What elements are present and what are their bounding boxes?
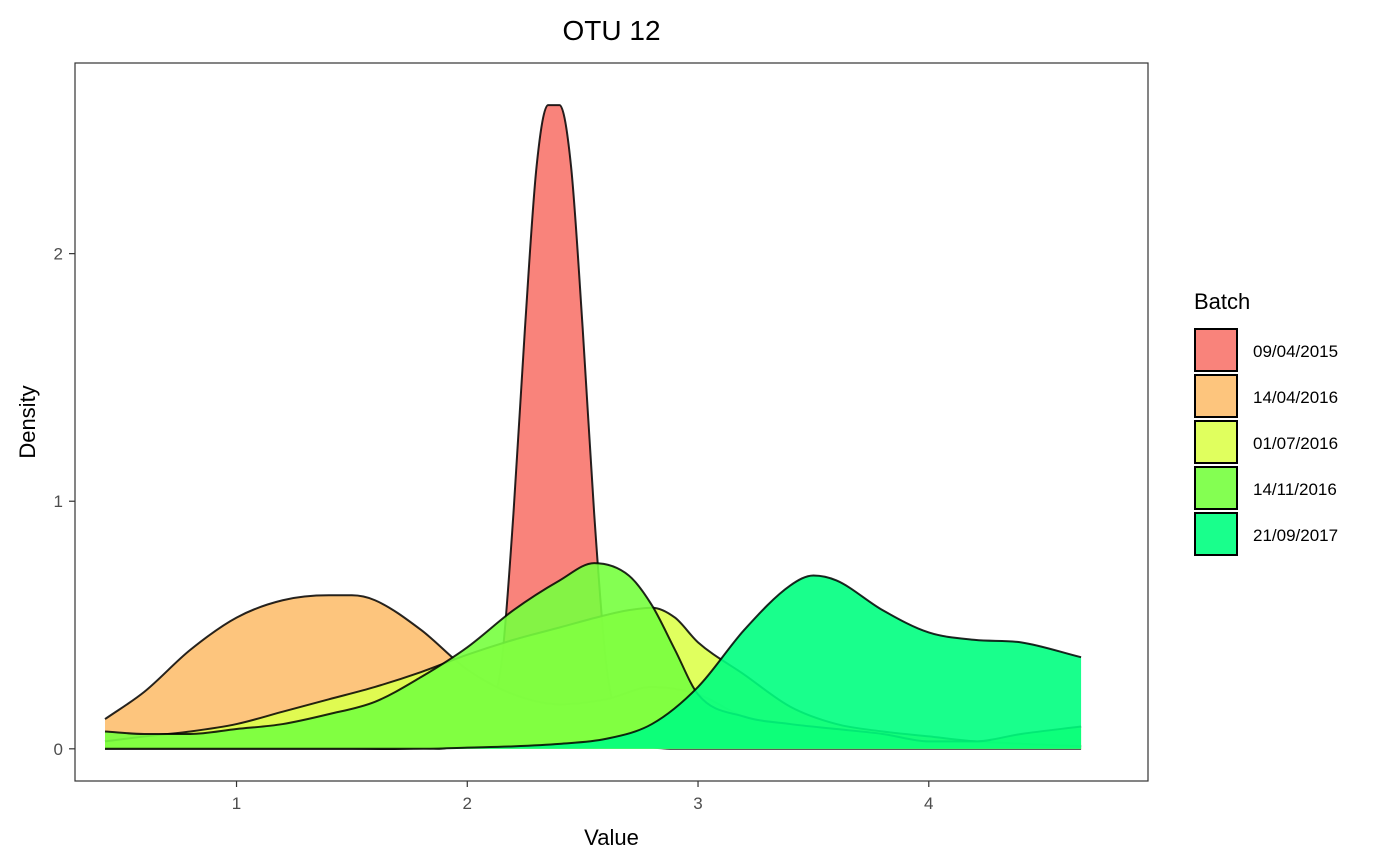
legend-title: Batch — [1194, 289, 1250, 314]
y-axis: 0 1 2 — [54, 245, 75, 759]
legend-label-1: 09/04/2015 — [1253, 342, 1338, 361]
legend-label-5: 21/09/2017 — [1253, 526, 1338, 545]
density-area-4 — [105, 563, 1082, 749]
legend-swatch-5 — [1194, 512, 1238, 556]
legend-swatch-4 — [1194, 466, 1238, 510]
y-tick-label: 2 — [54, 245, 63, 264]
legend-label-3: 01/07/2016 — [1253, 434, 1338, 453]
x-tick-label: 2 — [463, 794, 472, 813]
legend-swatch-2 — [1194, 374, 1238, 418]
chart-title: OTU 12 — [562, 15, 660, 46]
legend: Batch 09/04/2015 14/04/2016 01/07/2016 14/1… — [1194, 289, 1338, 556]
legend-label-4: 14/11/2016 — [1253, 480, 1337, 499]
panel-border — [74, 62, 1149, 782]
y-tick-label: 0 — [54, 740, 63, 759]
legend-swatch-3 — [1194, 420, 1238, 464]
x-tick-label: 1 — [232, 794, 241, 813]
density-areas — [104, 104, 1082, 751]
x-axis-title: Value — [584, 825, 639, 850]
x-tick-label: 4 — [924, 794, 933, 813]
x-axis: 1 2 3 4 — [232, 781, 934, 813]
y-tick-label: 1 — [54, 492, 63, 511]
legend-label-2: 14/04/2016 — [1253, 388, 1338, 407]
y-axis-title: Density — [15, 385, 40, 458]
density-line-5 — [105, 574, 1082, 750]
density-area-5 — [105, 575, 1082, 749]
legend-swatch-1 — [1194, 328, 1238, 372]
x-tick-label: 3 — [693, 794, 702, 813]
